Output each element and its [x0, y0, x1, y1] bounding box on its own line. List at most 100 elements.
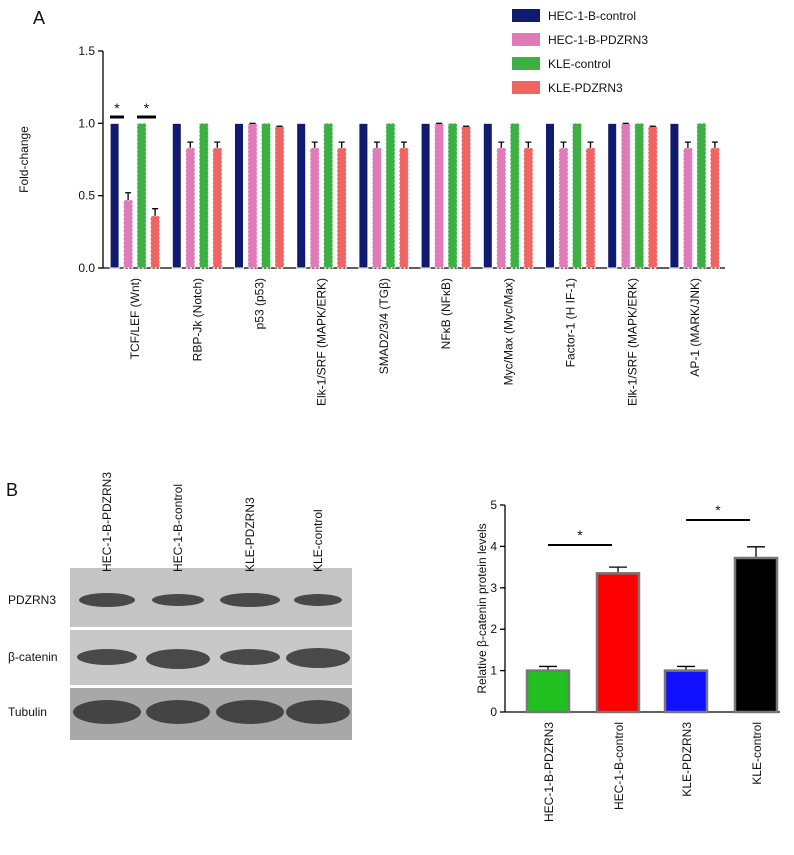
legend-label: KLE-PDZRN3: [548, 81, 623, 95]
x-tick-label: TCF/LEF (Wnt): [128, 278, 142, 359]
bar: [136, 122, 147, 269]
error-bar: [747, 546, 765, 558]
lane-label: HEC-1-B-PDZRN3: [100, 472, 114, 572]
y-tick-label: 1: [490, 664, 497, 678]
x-tick-label: HEC-1-B-PDZRN3: [542, 722, 556, 822]
annotation: *: [114, 100, 120, 116]
x-tick-label: KLE-control: [750, 722, 764, 785]
bar: [682, 147, 693, 269]
bar: [261, 122, 271, 269]
bar: [358, 122, 369, 269]
lane-label: KLE-control: [311, 509, 325, 572]
y-tick-label: 4: [490, 539, 497, 553]
error-bar: [587, 141, 594, 148]
annotation: *: [577, 527, 583, 543]
error-bar: [373, 141, 380, 148]
band: [146, 700, 210, 724]
y-tick-label: 1.5: [78, 44, 95, 58]
bar: [669, 122, 680, 269]
row-label: β-catenin: [8, 650, 58, 664]
bar: [385, 122, 396, 269]
band: [73, 700, 141, 724]
bar: [647, 125, 658, 269]
x-tick-label: Factor-1 (H IF-1): [564, 278, 578, 367]
bar: [274, 125, 285, 269]
y-tick-label: 1.0: [78, 116, 95, 130]
x-tick-label: AP-1 (MARK/JNK): [688, 278, 702, 377]
y-tick-label: 5: [490, 498, 497, 512]
band: [146, 649, 210, 669]
row-label: PDZRN3: [8, 593, 56, 607]
bar: [234, 122, 244, 269]
bar: [509, 122, 520, 269]
legend-label: HEC-1-B-PDZRN3: [548, 33, 648, 47]
bar: [336, 147, 347, 269]
band: [77, 649, 137, 665]
y-tick-label: 3: [490, 581, 497, 595]
bar: [434, 122, 445, 269]
error-bar: [214, 141, 221, 148]
bar: [572, 122, 582, 269]
band: [286, 648, 350, 668]
y-tick-label: 0: [490, 705, 497, 719]
annotation: *: [715, 502, 721, 518]
band: [152, 594, 204, 606]
legend-swatch: [512, 81, 540, 94]
bar: [525, 669, 571, 714]
error-bar: [311, 141, 318, 148]
bar: [585, 147, 596, 269]
legend-swatch: [512, 9, 540, 22]
bar: [482, 122, 493, 269]
bar: [247, 122, 258, 269]
error-bar: [187, 141, 194, 148]
error-bar: [400, 141, 407, 148]
band: [220, 649, 280, 665]
bar: [109, 122, 120, 269]
legend-label: HEC-1-B-control: [548, 9, 636, 23]
annotation: *: [144, 100, 150, 116]
band: [216, 700, 284, 724]
band: [79, 593, 135, 607]
band: [286, 700, 350, 724]
bar: [496, 147, 507, 269]
x-tick-label: KLE-PDZRN3: [680, 722, 694, 797]
bar: [607, 122, 618, 269]
error-bar: [684, 141, 691, 148]
error-bar: [711, 141, 718, 148]
bar: [733, 556, 779, 714]
lane-label: KLE-PDZRN3: [243, 497, 257, 572]
error-bar: [498, 141, 505, 148]
bar: [212, 147, 223, 269]
legend-label: KLE-control: [548, 57, 611, 71]
x-tick-label: HEC-1-B-control: [612, 722, 626, 810]
band: [294, 594, 342, 606]
x-tick-label: NFκB (NFκB): [439, 278, 453, 349]
y-tick-label: 0.0: [78, 261, 95, 275]
y-axis-label: Relative β-catenin protein levels: [475, 523, 489, 693]
bar: [663, 669, 709, 714]
bar: [420, 122, 431, 269]
band: [220, 593, 280, 607]
y-tick-label: 0.5: [78, 189, 95, 203]
panel-label: A: [33, 8, 45, 28]
bar: [198, 122, 209, 269]
bar: [398, 147, 409, 269]
bar: [523, 147, 534, 269]
x-tick-label: p53 (p53): [253, 278, 267, 329]
bar: [371, 147, 382, 269]
bar: [545, 122, 555, 269]
row-label: Tubulin: [8, 705, 47, 719]
western-blot: [70, 568, 352, 740]
error-bar: [125, 192, 132, 201]
bar: [620, 122, 631, 269]
error-bar: [525, 141, 532, 148]
bar: [595, 572, 641, 714]
bar: [558, 147, 569, 269]
y-tick-label: 2: [490, 622, 497, 636]
bar: [171, 122, 182, 269]
x-tick-label: Myc/Max (Myc/Max): [501, 278, 515, 385]
bar: [296, 122, 307, 269]
bar: [709, 147, 720, 269]
x-tick-label: SMAD2/3/4 (TGβ): [377, 278, 391, 374]
